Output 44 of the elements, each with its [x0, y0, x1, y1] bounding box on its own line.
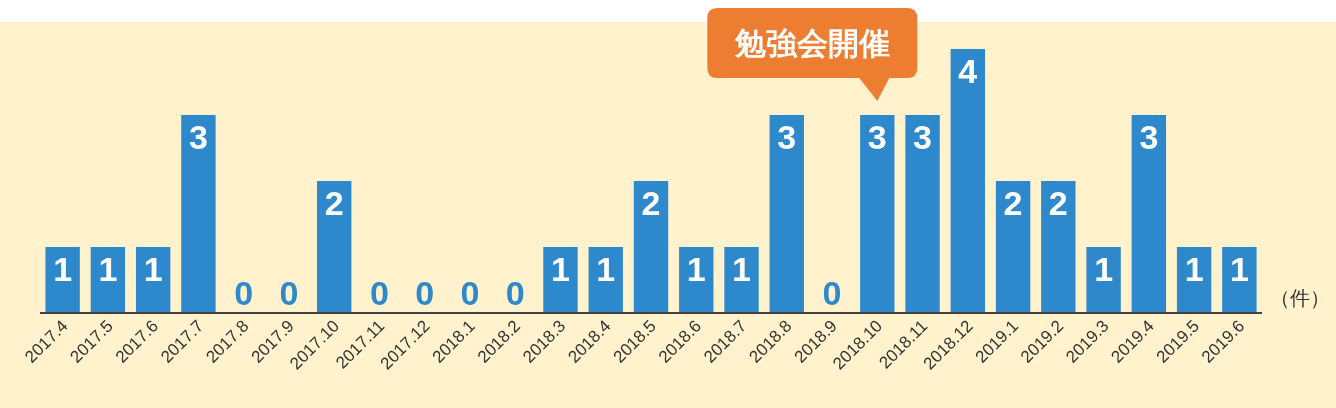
bar [995, 181, 1031, 313]
data-label: 3 [867, 118, 887, 156]
data-label: 0 [460, 274, 480, 312]
data-label: 1 [596, 250, 616, 288]
data-label: 1 [53, 250, 73, 288]
data-label: 0 [415, 274, 435, 312]
data-label: 1 [1094, 250, 1114, 288]
bar [633, 181, 669, 313]
data-label: 0 [822, 274, 842, 312]
bar [769, 115, 804, 313]
data-label: 0 [279, 274, 299, 312]
bar [724, 247, 759, 313]
data-label: 0 [369, 274, 389, 312]
bar [181, 115, 216, 313]
data-label: 2 [1003, 184, 1023, 222]
bar [1131, 115, 1167, 313]
bar [1086, 247, 1121, 313]
data-label: 2 [1048, 184, 1068, 222]
data-label: 4 [958, 52, 978, 90]
data-label: 3 [188, 118, 208, 156]
y-axis-title: （件） [1270, 287, 1330, 309]
data-label: 1 [732, 250, 751, 288]
data-label: 1 [551, 250, 570, 288]
bar [950, 49, 986, 313]
data-label: 1 [1184, 250, 1204, 288]
bar [1222, 247, 1257, 313]
data-label: 1 [1229, 250, 1249, 288]
data-label: 0 [234, 274, 254, 312]
bar [860, 115, 895, 313]
annotation: 勉強会開催 [733, 26, 890, 61]
data-label: 2 [641, 184, 661, 222]
bar [1041, 181, 1076, 313]
data-label: 3 [777, 118, 797, 156]
bar [45, 247, 80, 313]
data-label: 1 [686, 250, 706, 288]
bar [543, 247, 578, 313]
bar [316, 181, 352, 313]
data-label: 0 [505, 274, 525, 312]
data-label: 3 [1139, 118, 1159, 156]
data-label: 3 [913, 118, 933, 156]
data-label: 1 [98, 250, 118, 288]
data-label: 2 [324, 184, 344, 222]
bar [905, 115, 940, 313]
data-label: 1 [143, 250, 163, 288]
